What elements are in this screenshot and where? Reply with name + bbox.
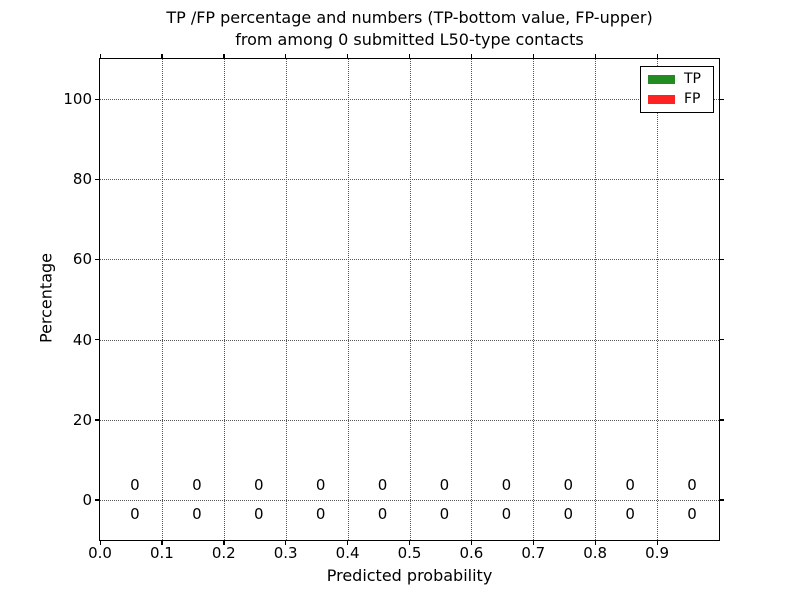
plot-area: TP FP 0 0 0 0 0 0 0 0 0 0 0 0 0 0 0 0 0 0 0 0 <box>99 58 720 541</box>
x-tick-label: 0.4 <box>335 544 360 562</box>
x-tick-bottom <box>161 541 163 545</box>
grid-line-x-0.4 <box>347 59 349 540</box>
y-tick-left <box>95 419 99 421</box>
grid-line-x-0.5 <box>409 59 411 540</box>
annotation-fp-count: 0 <box>192 475 202 494</box>
x-tick-top <box>594 54 596 58</box>
x-tick-label: 0.3 <box>273 544 298 562</box>
grid-line-x-0.3 <box>285 59 287 540</box>
annotation-tp-count: 0 <box>687 504 697 523</box>
x-tick-label: 0.5 <box>397 544 422 562</box>
annotation-tp-count: 0 <box>625 504 635 523</box>
y-tick-left <box>95 339 99 341</box>
chart-title-line1: TP /FP percentage and numbers (TP-bottom… <box>166 8 653 27</box>
grid-line-y-0 <box>100 499 719 501</box>
x-tick-bottom <box>347 541 349 545</box>
legend-swatch-fp-icon <box>648 95 675 104</box>
annotation-fp-count: 0 <box>687 475 697 494</box>
legend-label-fp: FP <box>684 91 701 107</box>
x-tick-bottom <box>99 541 101 545</box>
grid-line-y-20 <box>100 419 719 421</box>
x-tick-top <box>223 54 225 58</box>
annotation-fp-count: 0 <box>315 475 326 494</box>
x-tick-label: 0.8 <box>583 544 608 562</box>
grid-line-y-60 <box>100 259 719 261</box>
x-tick-top <box>409 54 411 58</box>
annotation-tp-count: 0 <box>253 504 264 523</box>
x-tick-label: 0.9 <box>645 544 670 562</box>
chart-title-line2: from among 0 submitted L50-type contacts <box>235 30 584 49</box>
x-tick-top <box>470 54 473 58</box>
x-tick-bottom <box>594 541 596 545</box>
x-tick-bottom <box>285 541 287 545</box>
annotation-tp-count: 0 <box>563 504 574 523</box>
grid-line-y-40 <box>100 339 719 341</box>
grid-line-x-0.2 <box>223 59 225 540</box>
x-tick-label: 0.0 <box>88 544 112 562</box>
annotation-fp-count: 0 <box>625 475 635 494</box>
annotation-tp-count: 0 <box>439 504 450 523</box>
y-tick-right <box>720 419 724 421</box>
y-tick-label: 80 <box>72 170 92 189</box>
y-tick-label: 40 <box>72 330 92 349</box>
annotation-fp-count: 0 <box>501 475 512 494</box>
y-tick-right <box>720 98 724 100</box>
x-tick-bottom <box>223 541 225 545</box>
x-tick-bottom <box>532 541 535 545</box>
legend-entry-fp: FP <box>648 92 706 107</box>
annotation-fp-count: 0 <box>563 475 574 494</box>
x-tick-label: 0.6 <box>459 544 484 562</box>
annotation-tp-count: 0 <box>501 504 512 523</box>
annotation-tp-count: 0 <box>315 504 326 523</box>
y-tick-label: 60 <box>72 250 92 269</box>
y-tick-right <box>720 258 724 261</box>
grid-line-x-0.8 <box>595 59 597 540</box>
annotation-fp-count: 0 <box>377 475 388 494</box>
grid-line-x-0.9 <box>657 59 659 540</box>
annotation-tp-count: 0 <box>130 504 140 523</box>
x-tick-label: 0.2 <box>211 544 236 562</box>
x-tick-top <box>532 54 535 58</box>
legend-swatch-tp-icon <box>648 75 675 84</box>
x-tick-label: 0.7 <box>521 544 546 562</box>
legend-entry-tp: TP <box>648 72 706 87</box>
legend: TP FP <box>640 66 714 113</box>
annotation-fp-count: 0 <box>253 475 264 494</box>
y-tick-right <box>720 499 724 501</box>
x-tick-bottom <box>470 541 473 545</box>
annotation-fp-count: 0 <box>439 475 450 494</box>
x-tick-bottom <box>656 541 658 545</box>
legend-label-tp: TP <box>684 71 701 87</box>
y-tick-left <box>95 98 99 100</box>
x-axis-label: Predicted probability <box>326 566 493 585</box>
x-tick-label: 0.1 <box>149 544 174 562</box>
y-tick-left <box>95 178 99 181</box>
y-tick-label: 0 <box>82 490 92 509</box>
y-tick-left <box>95 499 99 501</box>
x-tick-bottom <box>409 541 411 545</box>
x-tick-top <box>99 54 101 58</box>
grid-line-y-80 <box>100 179 719 181</box>
y-tick-right <box>720 339 724 341</box>
y-tick-label: 100 <box>63 90 92 109</box>
annotation-fp-count: 0 <box>130 475 140 494</box>
x-tick-top <box>285 54 287 58</box>
grid-line-x-0.6 <box>471 59 473 540</box>
x-tick-top <box>161 54 163 58</box>
y-tick-left <box>95 258 99 261</box>
annotation-tp-count: 0 <box>192 504 202 523</box>
x-tick-top <box>347 54 349 58</box>
grid-line-x-0.7 <box>533 59 535 540</box>
annotation-tp-count: 0 <box>377 504 388 523</box>
y-tick-label: 20 <box>72 410 92 429</box>
chart-title: TP /FP percentage and numbers (TP-bottom… <box>100 7 719 51</box>
y-tick-right <box>720 178 724 181</box>
grid-line-x-0.1 <box>161 59 163 540</box>
grid-line-y-100 <box>100 99 719 101</box>
x-tick-top <box>656 54 658 58</box>
